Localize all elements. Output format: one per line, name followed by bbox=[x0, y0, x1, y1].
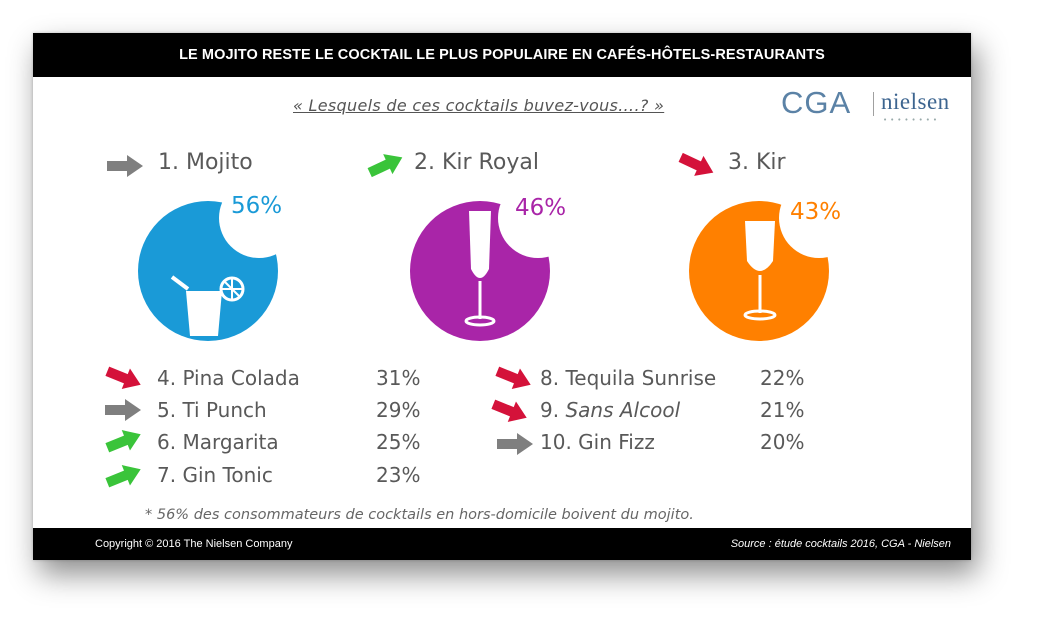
header-bar: LE MOJITO RESTE LE COCKTAIL LE PLUS POPU… bbox=[33, 33, 971, 77]
rank-item-pct: 29% bbox=[376, 398, 421, 422]
logo-divider bbox=[873, 92, 874, 116]
copyright-text: Copyright © 2016 The Nielsen Company bbox=[95, 538, 293, 550]
down-arrow-icon bbox=[495, 366, 531, 389]
footer-bar: Copyright © 2016 The Nielsen Company Sou… bbox=[33, 528, 971, 560]
rank-item-pct: 22% bbox=[760, 366, 805, 390]
page-title: LE MOJITO RESTE LE COCKTAIL LE PLUS POPU… bbox=[179, 47, 825, 63]
rank-item-label: 4. Pina Colada bbox=[157, 366, 300, 390]
up-arrow-icon bbox=[367, 154, 403, 178]
stable-arrow-icon bbox=[107, 155, 143, 177]
source-text: Source : étude cocktails 2016, CGA - Nie… bbox=[730, 538, 951, 550]
top-item-mojito: 1. Mojito bbox=[158, 150, 253, 175]
down-arrow-icon bbox=[105, 366, 141, 389]
kir-percentage: 43% bbox=[790, 199, 842, 225]
mojito-circle bbox=[138, 201, 278, 341]
wine-glass-icon bbox=[743, 221, 777, 321]
rank-item-label: 5. Ti Punch bbox=[157, 398, 267, 422]
down-arrow-icon bbox=[678, 152, 714, 176]
cga-logo-text: CGA bbox=[781, 85, 852, 120]
champagne-flute-icon bbox=[464, 211, 496, 327]
mojito-percentage: 56% bbox=[231, 193, 283, 219]
rank-item-pct: 20% bbox=[760, 430, 805, 454]
rank-number: 9. bbox=[540, 398, 566, 422]
down-arrow-icon bbox=[491, 399, 527, 422]
mojito-glass-icon bbox=[170, 275, 245, 336]
top-item-kir: 3. Kir bbox=[728, 150, 786, 175]
stable-arrow-icon bbox=[497, 433, 533, 455]
rank-item-label: 8. Tequila Sunrise bbox=[540, 366, 717, 390]
rank-item-label: 10. Gin Fizz bbox=[540, 430, 655, 454]
nielsen-logo-text: nielsen bbox=[881, 89, 950, 114]
kir-circle bbox=[689, 201, 829, 341]
rank-item-pct: 31% bbox=[376, 366, 421, 390]
stable-arrow-icon bbox=[105, 399, 141, 421]
top-item-kir-royal: 2. Kir Royal bbox=[414, 150, 539, 175]
logo-dots-decoration: •••••••• bbox=[883, 116, 941, 124]
kir-royal-percentage: 46% bbox=[515, 195, 567, 221]
up-arrow-icon bbox=[105, 430, 141, 453]
rank-item-pct: 23% bbox=[376, 463, 421, 487]
up-arrow-icon bbox=[105, 465, 141, 488]
footnote: * 56% des consommateurs de cocktails en … bbox=[145, 507, 694, 523]
rank-item-pct: 21% bbox=[760, 398, 805, 422]
infographic-slide: LE MOJITO RESTE LE COCKTAIL LE PLUS POPU… bbox=[33, 33, 971, 560]
rank-item-pct: 25% bbox=[376, 430, 421, 454]
rank-item-label: 7. Gin Tonic bbox=[157, 463, 273, 487]
survey-question: « Lesquels de ces cocktails buvez-vous….… bbox=[293, 96, 665, 115]
rank-item-label: 6. Margarita bbox=[157, 430, 279, 454]
kir-royal-circle bbox=[410, 201, 550, 341]
rank-item-label: 9. Sans Alcool bbox=[540, 398, 680, 422]
sans-alcool-label: Sans Alcool bbox=[565, 398, 681, 422]
